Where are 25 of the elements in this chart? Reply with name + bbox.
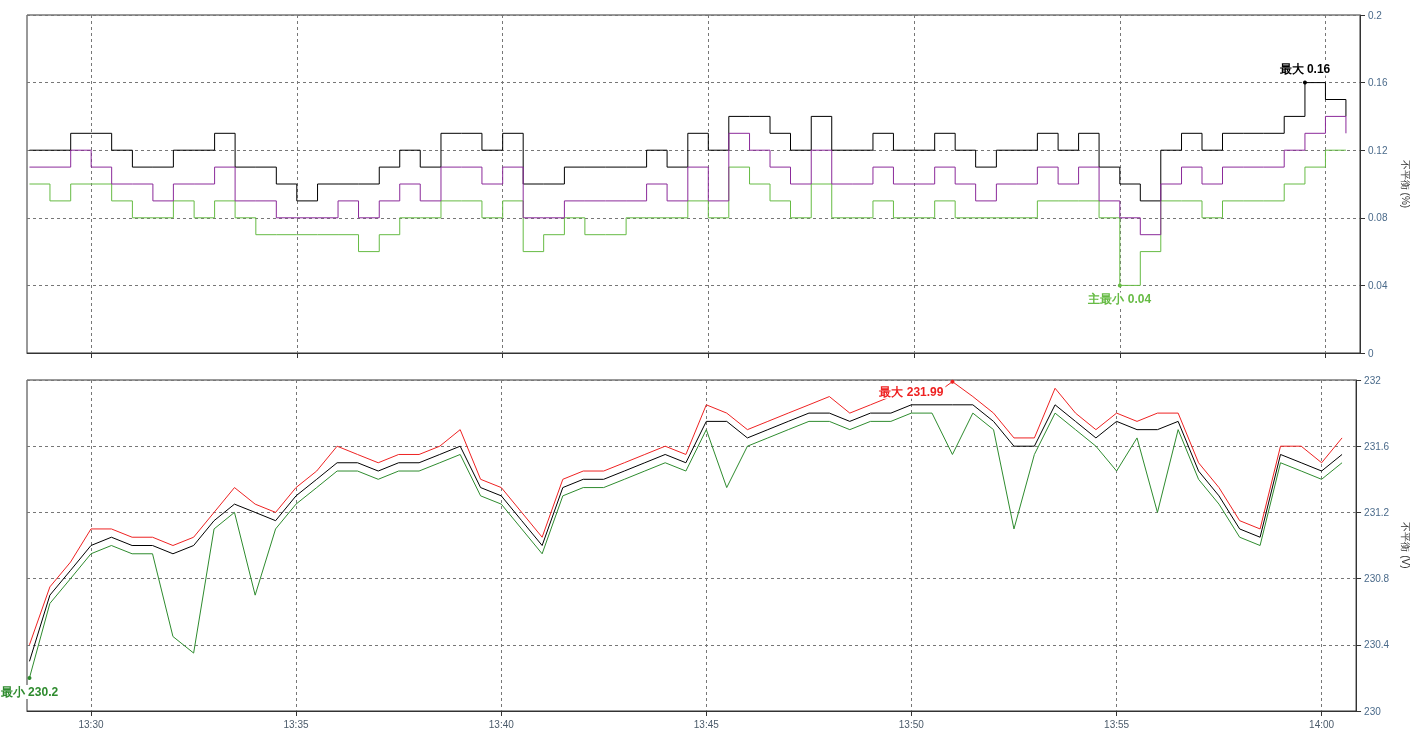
y-tick-label: 0.2 bbox=[1368, 9, 1383, 21]
y-tick-label: 0.12 bbox=[1368, 144, 1388, 156]
annotation: 最大 231.99 bbox=[878, 384, 944, 399]
y-tick-label: 0 bbox=[1368, 347, 1374, 359]
x-tick-label: 13:50 bbox=[898, 718, 925, 730]
y-tick-label: 230 bbox=[1364, 705, 1382, 717]
y-tick-label: 232 bbox=[1364, 374, 1382, 386]
annotation: 主最小 0.04 bbox=[1087, 292, 1152, 307]
y-axis-title: 不平衡 (V) bbox=[1399, 522, 1411, 569]
annotation: 最大 0.16 bbox=[1278, 61, 1331, 76]
y-tick-label: 0.16 bbox=[1368, 77, 1388, 89]
x-tick-label: 13:40 bbox=[488, 718, 515, 730]
y-axis-title: 不平衡 (%) bbox=[1399, 159, 1411, 209]
y-tick-label: 230.8 bbox=[1364, 573, 1390, 585]
annotation: 最小 230.2 bbox=[0, 684, 59, 699]
y-tick-label: 230.4 bbox=[1364, 639, 1390, 651]
x-tick-label: 14:00 bbox=[1309, 718, 1335, 730]
y-tick-label: 0.08 bbox=[1368, 212, 1388, 224]
y-tick-label: 0.04 bbox=[1368, 279, 1388, 291]
x-tick-label: 13:30 bbox=[78, 718, 104, 730]
x-tick-label: 13:45 bbox=[693, 718, 720, 730]
y-tick-label: 231.2 bbox=[1364, 506, 1390, 518]
x-tick-label: 13:55 bbox=[1104, 718, 1130, 730]
x-tick-label: 13:35 bbox=[283, 718, 309, 730]
y-tick-label: 231.6 bbox=[1364, 440, 1390, 452]
